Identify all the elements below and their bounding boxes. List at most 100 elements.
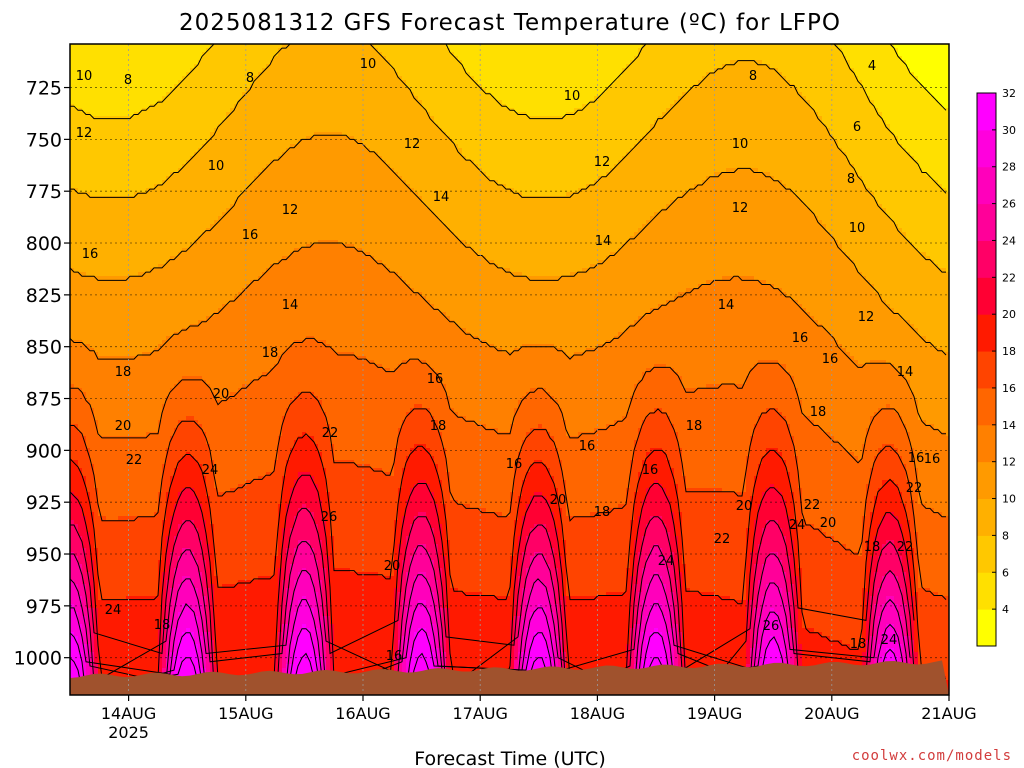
temperature-cell (110, 324, 115, 329)
temperature-cell (114, 228, 119, 233)
temperature-cell (134, 388, 139, 393)
temperature-cell (186, 92, 191, 97)
temperature-cell (178, 172, 183, 177)
temperature-cell (150, 212, 155, 217)
temperature-cell (122, 412, 127, 417)
temperature-cell (182, 128, 187, 133)
temperature-cell (98, 140, 103, 145)
temperature-cell (146, 144, 151, 149)
temperature-cell (166, 244, 171, 249)
temperature-cell (158, 92, 163, 97)
temperature-cell (122, 96, 127, 101)
temperature-cell (78, 612, 83, 617)
temperature-cell (174, 292, 179, 297)
temperature-cell (106, 236, 111, 241)
temperature-cell (94, 112, 99, 117)
temperature-cell (86, 352, 91, 357)
temperature-cell (190, 56, 195, 61)
temperature-cell (174, 488, 179, 493)
temperature-cell (158, 320, 163, 325)
temperature-cell (118, 544, 123, 549)
temperature-cell (158, 244, 163, 249)
temperature-cell (130, 544, 135, 549)
temperature-cell (114, 152, 119, 157)
temperature-cell (86, 100, 91, 105)
temperature-cell (142, 508, 147, 513)
temperature-cell (74, 328, 79, 333)
temperature-cell (170, 272, 175, 277)
temperature-cell (134, 68, 139, 73)
temperature-cell (102, 120, 107, 125)
temperature-cell (150, 144, 155, 149)
temperature-cell (122, 628, 127, 633)
temperature-cell (182, 48, 187, 53)
temperature-cell (78, 52, 83, 57)
temperature-cell (186, 616, 191, 621)
temperature-cell (98, 144, 103, 149)
temperature-cell (142, 292, 147, 297)
temperature-cell (90, 148, 95, 153)
temperature-cell (190, 332, 195, 337)
temperature-cell (90, 296, 95, 301)
temperature-cell (182, 644, 187, 649)
temperature-cell (182, 228, 187, 233)
temperature-cell (110, 188, 115, 193)
temperature-cell (150, 308, 155, 313)
temperature-cell (154, 468, 159, 473)
temperature-cell (110, 264, 115, 269)
temperature-cell (142, 328, 147, 333)
temperature-cell (78, 580, 83, 585)
temperature-cell (118, 200, 123, 205)
temperature-cell (82, 336, 87, 341)
temperature-cell (146, 248, 151, 253)
temperature-cell (182, 616, 187, 621)
temperature-cell (150, 176, 155, 181)
temperature-cell (82, 468, 87, 473)
temperature-cell (122, 564, 127, 569)
temperature-cell (154, 572, 159, 577)
temperature-cell (98, 400, 103, 405)
temperature-cell (154, 236, 159, 241)
temperature-cell (114, 348, 119, 353)
temperature-cell (146, 540, 151, 545)
temperature-cell (142, 360, 147, 365)
temperature-cell (170, 136, 175, 141)
temperature-cell (166, 64, 171, 69)
temperature-cell (110, 140, 115, 145)
temperature-cell (154, 176, 159, 181)
temperature-cell (86, 432, 91, 437)
temperature-cell (174, 100, 179, 105)
temperature-cell (182, 428, 187, 433)
temperature-cell (74, 520, 79, 525)
temperature-cell (106, 328, 111, 333)
temperature-cell (190, 340, 195, 345)
temperature-cell (182, 388, 187, 393)
temperature-cell (74, 276, 79, 281)
temperature-cell (138, 240, 143, 245)
temperature-cell (78, 180, 83, 185)
temperature-cell (94, 320, 99, 325)
temperature-cell (122, 400, 127, 405)
temperature-cell (74, 272, 79, 277)
temperature-cell (142, 656, 147, 661)
temperature-cell (122, 524, 127, 529)
temperature-cell (190, 256, 195, 261)
temperature-cell (102, 236, 107, 241)
temperature-cell (158, 80, 163, 85)
temperature-cell (122, 560, 127, 565)
temperature-cell (110, 628, 115, 633)
temperature-cell (74, 320, 79, 325)
temperature-cell (122, 392, 127, 397)
temperature-cell (82, 52, 87, 57)
temperature-cell (174, 296, 179, 301)
temperature-cell (118, 136, 123, 141)
temperature-cell (118, 192, 123, 197)
temperature-cell (142, 64, 147, 69)
temperature-cell (90, 316, 95, 321)
temperature-cell (178, 188, 183, 193)
temperature-cell (146, 660, 151, 665)
temperature-cell (94, 652, 99, 657)
temperature-cell (86, 208, 91, 213)
temperature-cell (114, 660, 119, 665)
temperature-cell (162, 496, 167, 501)
